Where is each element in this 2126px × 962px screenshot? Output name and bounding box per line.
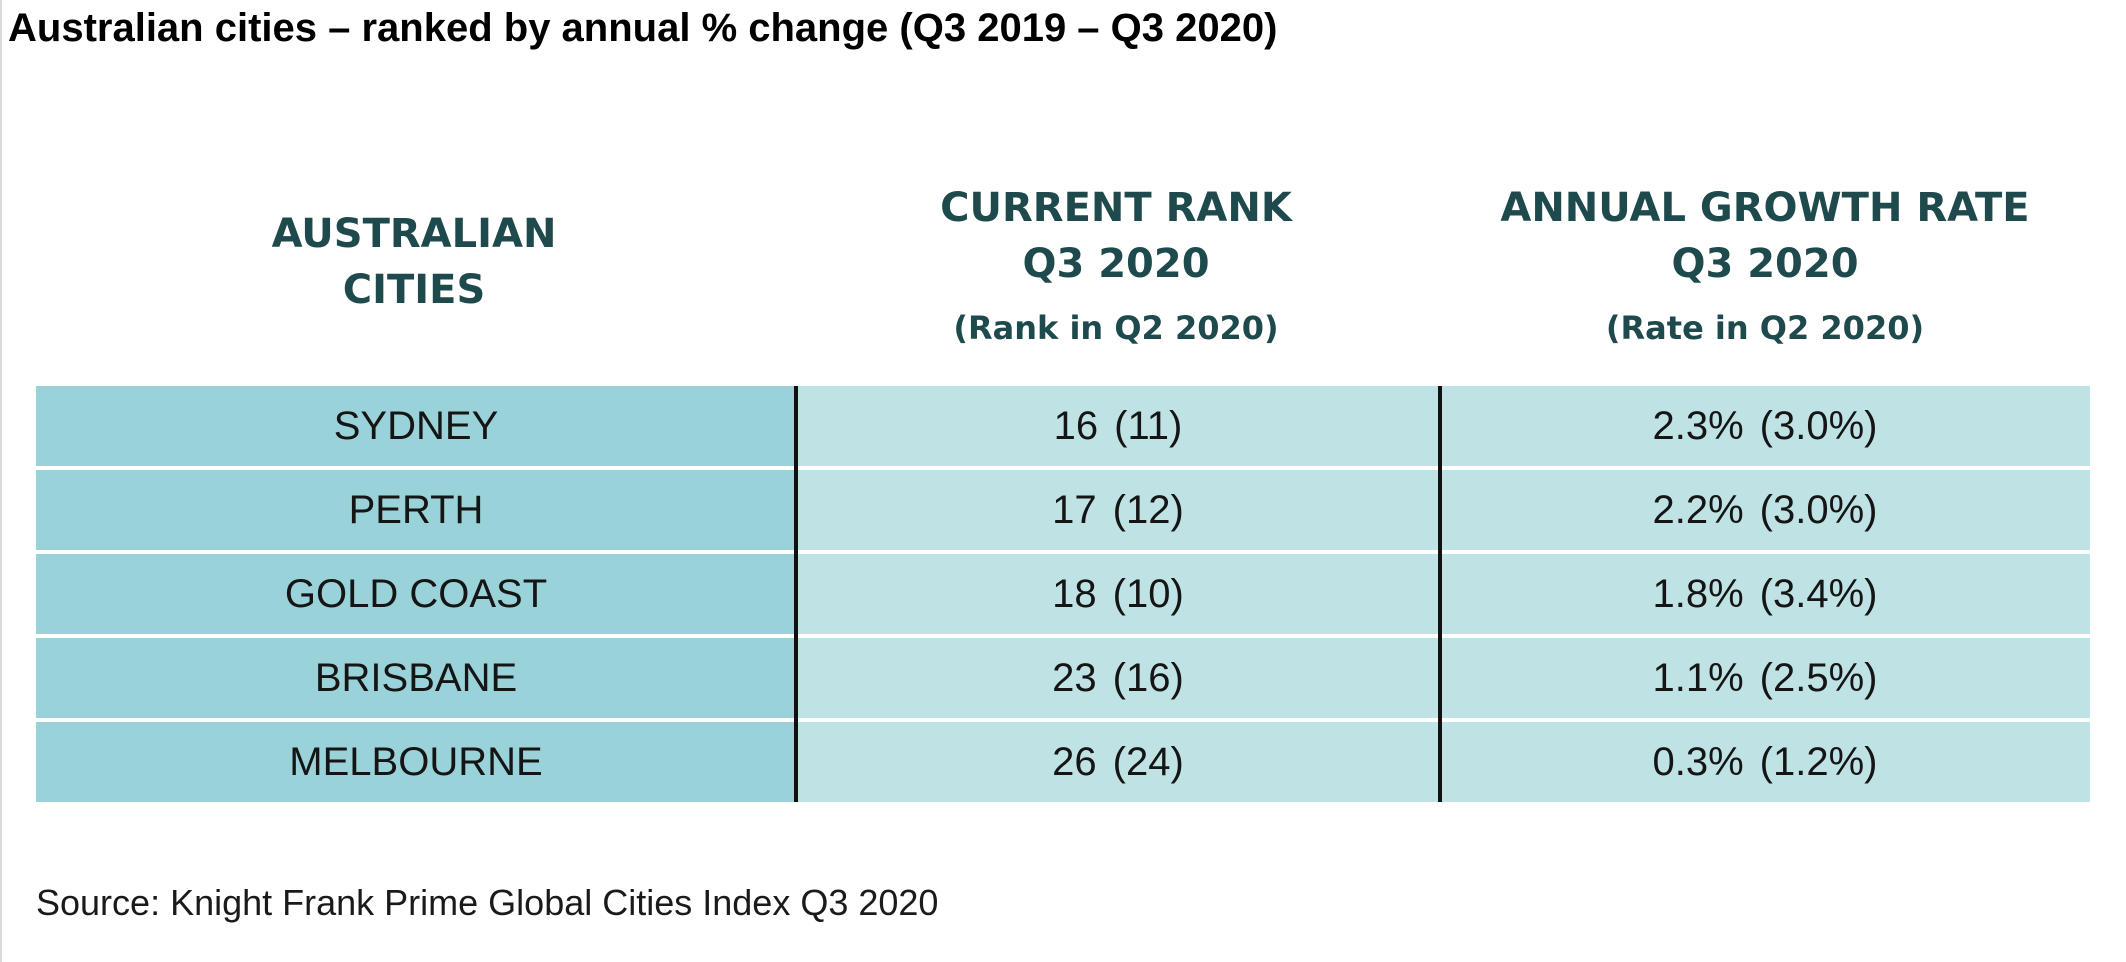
header-rank-line-1: CURRENT RANK	[940, 185, 1292, 231]
table-row: BRISBANE 23 (16) 1.1% (2.5%)	[36, 638, 2090, 718]
previous-rate-value: (3.0%)	[1759, 403, 1878, 448]
rate-cell: 0.3% (1.2%)	[1440, 722, 2090, 802]
header-rank-subtitle: (Rank in Q2 2020)	[953, 309, 1279, 347]
column-divider-rank	[794, 386, 798, 802]
current-rank-value: 16	[1053, 403, 1099, 448]
previous-rank-value: (24)	[1112, 739, 1184, 784]
previous-rank-value: (12)	[1112, 487, 1184, 532]
current-rank-value: 23	[1052, 655, 1097, 700]
previous-rate-value: (3.4%)	[1759, 571, 1878, 616]
previous-rate-value: (2.5%)	[1759, 655, 1878, 700]
current-rate-value: 2.3%	[1652, 403, 1744, 448]
header-rank-line-2: Q3 2020	[1022, 241, 1210, 287]
current-rate-value: 1.8%	[1652, 571, 1744, 616]
header-rate-subtitle: (Rate in Q2 2020)	[1605, 309, 1925, 347]
city-cell: MELBOURNE	[36, 722, 796, 802]
city-cell: BRISBANE	[36, 638, 796, 718]
previous-rate-value: (3.0%)	[1759, 487, 1878, 532]
rank-cell: 26 (24)	[796, 722, 1440, 802]
city-cell: PERTH	[36, 470, 796, 550]
current-rank-value: 17	[1052, 487, 1097, 532]
table-row: GOLD COAST 18 (10) 1.8% (3.4%)	[36, 554, 2090, 634]
header-annual-growth-rate: ANNUAL GROWTH RATE Q3 2020 (Rate in Q2 2…	[1440, 180, 2090, 364]
city-cell: SYDNEY	[36, 386, 796, 466]
table-row: PERTH 17 (12) 2.2% (3.0%)	[36, 470, 2090, 550]
header-city-line-2: CITIES	[342, 267, 486, 313]
left-border	[0, 0, 2, 962]
table-row: SYDNEY 16 (11) 2.3% (3.0%)	[36, 386, 2090, 466]
current-rank-value: 26	[1052, 739, 1097, 784]
rank-cell: 17 (12)	[796, 470, 1440, 550]
previous-rank-value: (11)	[1114, 403, 1183, 448]
current-rate-value: 2.2%	[1652, 487, 1744, 532]
source-note: Source: Knight Frank Prime Global Cities…	[36, 882, 939, 923]
header-city-line-1: AUSTRALIAN	[271, 211, 557, 257]
previous-rank-value: (10)	[1112, 571, 1184, 616]
rate-cell: 2.2% (3.0%)	[1440, 470, 2090, 550]
header-rate-line-1: ANNUAL GROWTH RATE	[1500, 185, 2030, 231]
column-divider-rate	[1438, 386, 1442, 802]
city-table: SYDNEY 16 (11) 2.3% (3.0%) PERTH 17 (12) 2.…	[36, 386, 2090, 806]
rank-cell: 16 (11)	[796, 386, 1440, 466]
previous-rank-value: (16)	[1112, 655, 1184, 700]
rank-cell: 23 (16)	[796, 638, 1440, 718]
rate-cell: 1.8% (3.4%)	[1440, 554, 2090, 634]
rate-cell: 1.1% (2.5%)	[1440, 638, 2090, 718]
rate-cell: 2.3% (3.0%)	[1440, 386, 2090, 466]
header-current-rank: CURRENT RANK Q3 2020 (Rank in Q2 2020)	[796, 180, 1436, 364]
city-cell: GOLD COAST	[36, 554, 796, 634]
header-australian-cities: AUSTRALIAN CITIES	[36, 206, 792, 318]
page-title: Australian cities – ranked by annual % c…	[8, 6, 1278, 50]
previous-rate-value: (1.2%)	[1759, 739, 1878, 784]
rank-cell: 18 (10)	[796, 554, 1440, 634]
header-rate-line-2: Q3 2020	[1671, 241, 1859, 287]
table-row: MELBOURNE 26 (24) 0.3% (1.2%)	[36, 722, 2090, 802]
current-rank-value: 18	[1052, 571, 1097, 616]
current-rate-value: 0.3%	[1652, 739, 1744, 784]
current-rate-value: 1.1%	[1652, 655, 1744, 700]
